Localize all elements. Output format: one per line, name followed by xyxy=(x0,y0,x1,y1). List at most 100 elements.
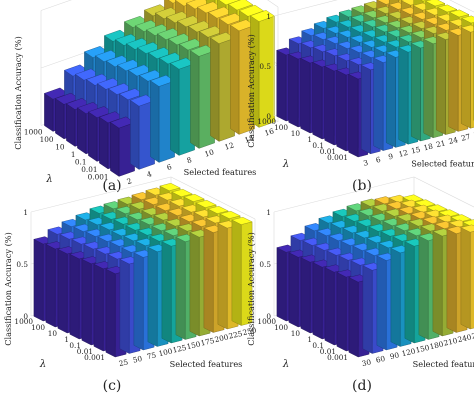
lambda-tick: 0.01 xyxy=(77,347,93,356)
lambda-tick: 1 xyxy=(71,150,76,159)
feature-tick: 175 xyxy=(200,336,216,348)
lambda-tick: 100 xyxy=(31,323,45,332)
bar xyxy=(460,224,474,330)
lambda-tick: 1000 xyxy=(257,317,276,326)
lambda-tick: 100 xyxy=(40,135,54,144)
lambda-tick: 10 xyxy=(48,329,58,338)
feature-tick: 21 xyxy=(435,138,446,149)
lambda-tick: 1 xyxy=(307,135,312,144)
feature-tick: 4 xyxy=(146,169,153,179)
lambda-tick: 0.01 xyxy=(81,165,97,174)
feature-tick: 200 xyxy=(214,332,230,344)
lambda-tick: 0.1 xyxy=(312,141,324,150)
feature-tick: 15 xyxy=(410,145,421,156)
z-tick: 1 xyxy=(266,12,271,21)
caption-a: (a) xyxy=(102,178,121,194)
feature-tick: 250 xyxy=(242,325,258,337)
z-tick: 1 xyxy=(266,208,271,217)
lambda-tick: 0.001 xyxy=(84,353,105,362)
feature-tick: 75 xyxy=(146,350,157,361)
lambda-tick: 100 xyxy=(274,323,288,332)
lambda-tick: 0.001 xyxy=(327,353,348,362)
x-axis-title: Selected features xyxy=(413,359,474,369)
x-axis-title: Selected features xyxy=(411,159,474,169)
lambda-tick: 0.1 xyxy=(75,157,87,166)
chart-panel-b: 0.0010.010.11101001000369121518212427303… xyxy=(246,0,474,170)
feature-tick: 50 xyxy=(132,354,143,365)
lambda-tick: 0.1 xyxy=(69,341,81,350)
feature-tick: 60 xyxy=(375,354,386,365)
feature-tick: 16 xyxy=(263,126,275,137)
z-tick: 0 xyxy=(266,112,271,121)
y-axis-title: Classification Accuracy (%) xyxy=(246,232,256,346)
feature-tick: 240 xyxy=(457,332,473,344)
bars xyxy=(276,0,474,158)
feature-tick: 9 xyxy=(387,152,394,162)
bars xyxy=(43,0,276,177)
feature-tick: 120 xyxy=(401,346,417,358)
lambda-tick: 0.01 xyxy=(320,147,336,156)
feature-tick: 210 xyxy=(443,336,459,348)
x-axis-title: Selected features xyxy=(170,359,243,369)
lambda-tick: 0.01 xyxy=(320,347,336,356)
feature-tick: 8 xyxy=(186,155,193,165)
lambda-tick: 10 xyxy=(55,142,65,151)
bar xyxy=(460,24,474,129)
feature-tick: 3 xyxy=(362,158,369,168)
caption-c: (c) xyxy=(103,378,122,394)
lambda-tick: 1 xyxy=(307,335,312,344)
lambda-tick: 100 xyxy=(274,123,288,132)
z-tick: 0.5 xyxy=(259,62,271,71)
lambda-axis-title: λ xyxy=(39,359,46,370)
bar xyxy=(249,10,276,128)
feature-tick: 2 xyxy=(126,176,133,186)
z-tick: 0 xyxy=(23,312,28,321)
lambda-tick: 1000 xyxy=(257,117,276,126)
lambda-tick: 10 xyxy=(291,129,301,138)
lambda-tick: 1000 xyxy=(24,127,43,136)
bars xyxy=(276,194,474,358)
z-tick: 0 xyxy=(266,312,271,321)
feature-tick: 25 xyxy=(118,357,129,368)
z-tick: 1 xyxy=(23,208,28,217)
z-tick: 0.5 xyxy=(259,260,271,269)
feature-tick: 10 xyxy=(203,147,215,158)
lambda-axis-title: λ xyxy=(45,174,52,185)
lambda-tick: 0.001 xyxy=(327,153,348,162)
feature-tick: 14 xyxy=(243,133,255,144)
feature-tick: 270 xyxy=(471,329,474,341)
feature-tick: 100 xyxy=(158,346,174,358)
feature-tick: 30 xyxy=(361,357,372,368)
caption-d: (d) xyxy=(352,378,372,394)
feature-tick: 18 xyxy=(423,141,434,152)
feature-tick: 225 xyxy=(228,329,244,341)
lambda-tick: 10 xyxy=(291,329,301,338)
x-axis-title: Selected features xyxy=(184,167,257,177)
feature-tick: 30 xyxy=(473,129,474,140)
feature-tick: 180 xyxy=(429,339,445,351)
bar xyxy=(231,216,253,326)
lambda-tick: 0.001 xyxy=(88,172,109,181)
feature-tick: 12 xyxy=(398,148,409,159)
y-axis-title: Classification Accuracy (%) xyxy=(3,232,13,346)
lambda-tick: 1 xyxy=(64,335,69,344)
lambda-axis-title: λ xyxy=(282,159,289,170)
feature-tick: 125 xyxy=(172,343,188,355)
feature-tick: 6 xyxy=(375,155,382,165)
feature-tick: 12 xyxy=(223,140,235,151)
feature-tick: 90 xyxy=(389,350,400,361)
feature-tick: 6 xyxy=(166,162,173,172)
bars xyxy=(33,182,253,358)
lambda-axis-title: λ xyxy=(282,359,289,370)
feature-tick: 27 xyxy=(460,132,471,143)
y-axis-title: Classification Accuracy (%) xyxy=(246,34,256,148)
feature-tick: 150 xyxy=(186,339,202,351)
lambda-tick: 1000 xyxy=(14,317,33,326)
feature-tick: 150 xyxy=(415,343,431,355)
chart-panel-a: 0.0010.010.11101001000246810121416Select… xyxy=(13,0,279,186)
feature-tick: 24 xyxy=(448,135,459,146)
y-axis-title: Classification Accuracy (%) xyxy=(13,36,23,150)
caption-b: (b) xyxy=(352,178,372,194)
